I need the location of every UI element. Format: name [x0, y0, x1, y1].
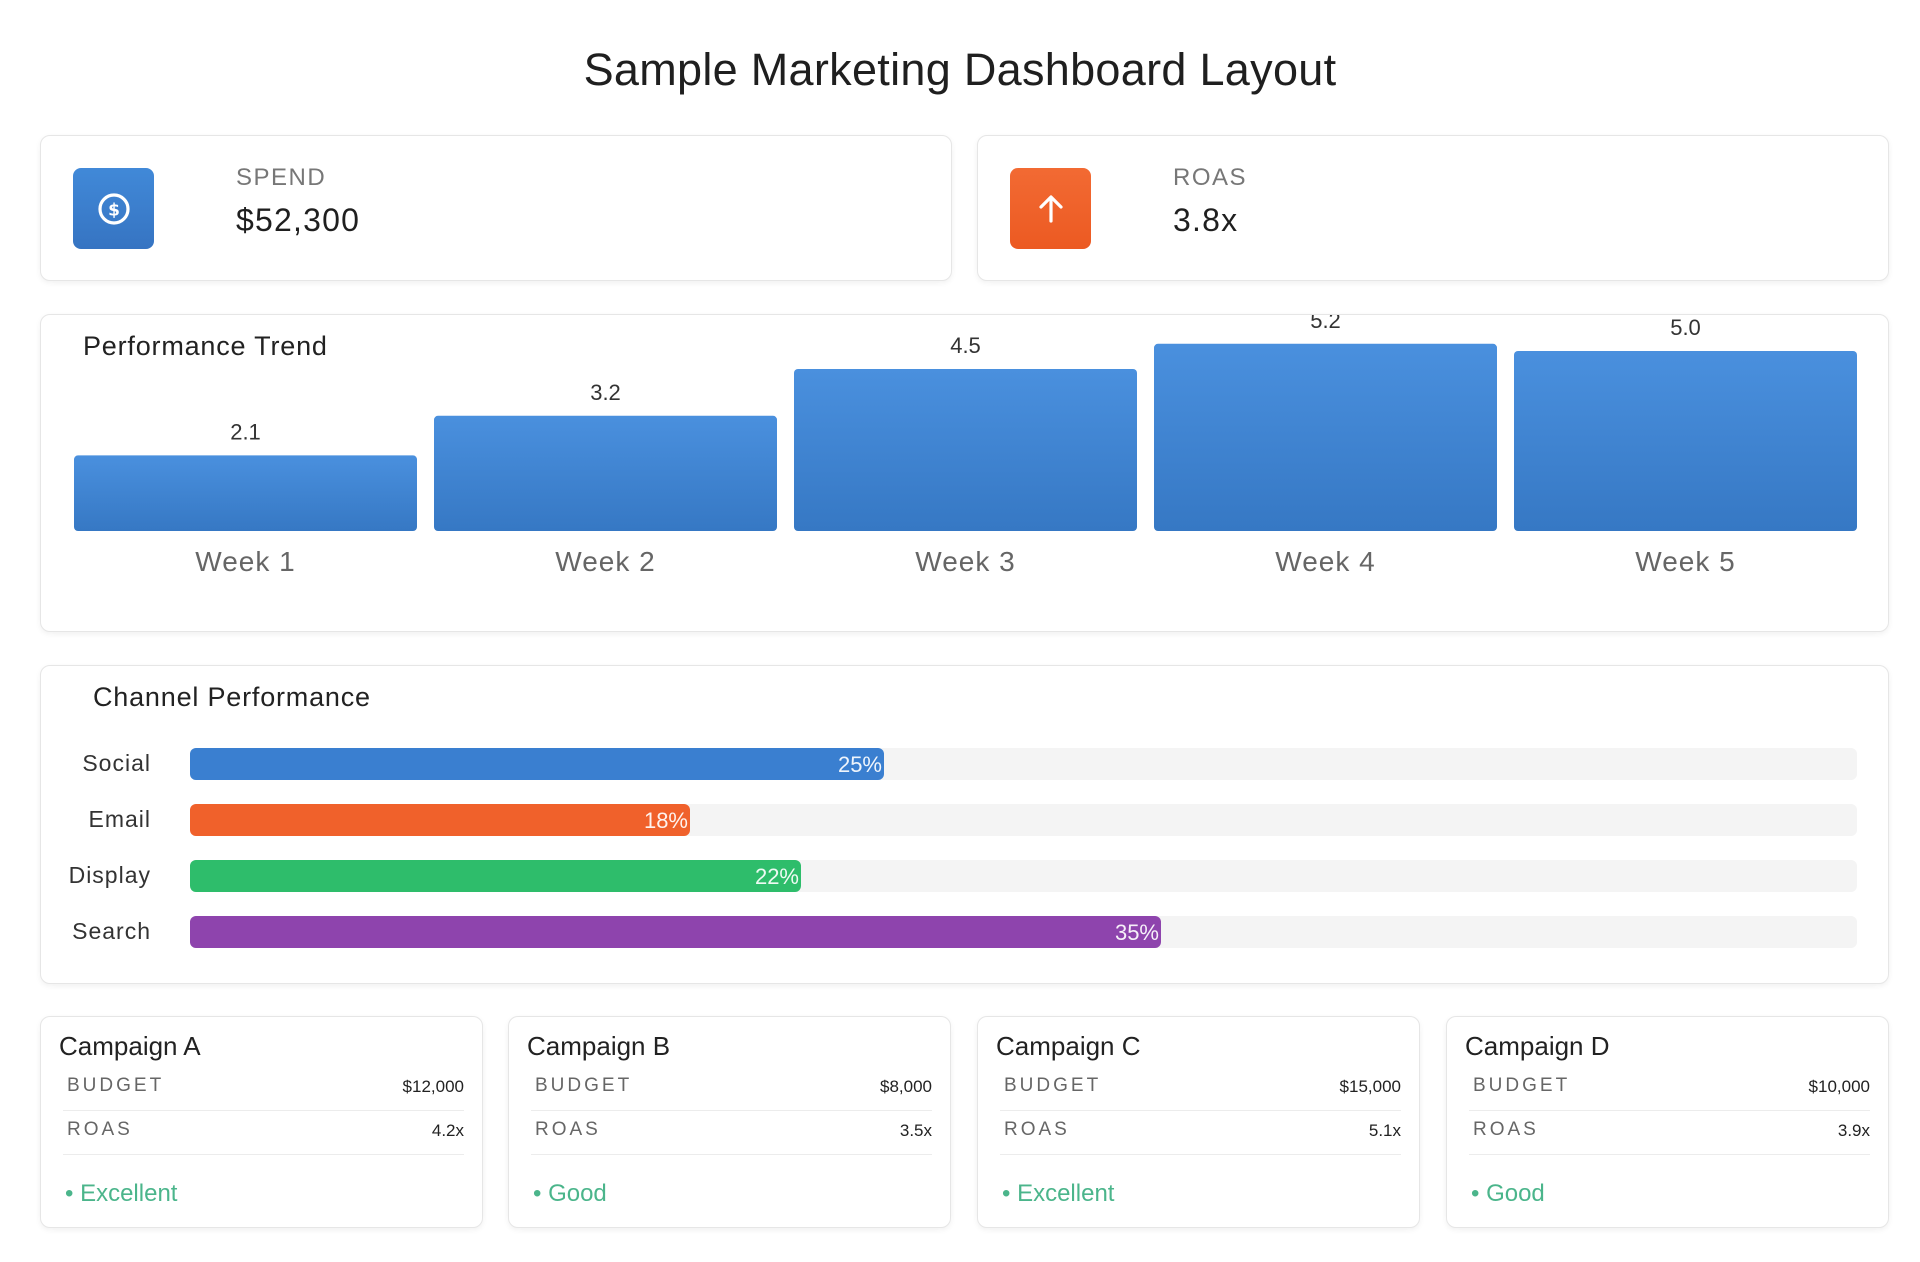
channel-track: 18%: [190, 804, 1857, 836]
budget-label: BUDGET: [535, 1075, 633, 1096]
campaign-title: Campaign A: [59, 1031, 201, 1061]
budget-label: BUDGET: [67, 1075, 165, 1096]
kpi-label: ROAS: [1173, 164, 1248, 191]
campaign-title: Campaign D: [1465, 1031, 1610, 1061]
section-title: Channel Performance: [93, 682, 371, 712]
roas-label: ROAS: [1004, 1119, 1070, 1140]
channel-percent: 35%: [1114, 920, 1159, 945]
kpi-card-spend: $ SPEND $52,300: [40, 135, 952, 281]
campaign-roas-row: ROAS 3.9x: [1469, 1111, 1870, 1155]
section-title: Performance Trend: [83, 331, 328, 361]
campaign-title: Campaign B: [527, 1031, 671, 1061]
bar-5: [1514, 351, 1857, 531]
channel-row-display: Display 22%: [41, 860, 1890, 894]
channel-bar: 25%: [190, 748, 884, 780]
category-label: Week 4: [1275, 546, 1375, 577]
campaign-budget-row: BUDGET $12,000: [63, 1067, 464, 1111]
category-label: Week 2: [555, 546, 655, 577]
bar-value-label: 3.2: [590, 380, 621, 405]
channel-label: Email: [88, 806, 151, 832]
channel-row-search: Search 35%: [41, 916, 1890, 950]
campaign-budget-row: BUDGET $10,000: [1469, 1067, 1870, 1111]
campaign-card-b[interactable]: Campaign B BUDGET $8,000 ROAS 3.5x • Goo…: [508, 1016, 951, 1228]
channel-label: Display: [68, 862, 151, 888]
channel-bar: 35%: [190, 916, 1161, 948]
status-badge: • Good: [1471, 1180, 1545, 1207]
budget-value: $8,000: [880, 1077, 932, 1096]
kpi-label: SPEND: [236, 164, 327, 191]
category-label: Week 5: [1635, 546, 1735, 577]
roas-value: 3.9x: [1837, 1121, 1870, 1140]
roas-label: ROAS: [67, 1119, 133, 1140]
bar-4: [1154, 343, 1497, 531]
performance-trend-card: Performance Trend 2.1 Week 1 3.2 Week 2 4.5 W…: [40, 314, 1889, 632]
campaign-title: Campaign C: [996, 1031, 1141, 1061]
status-badge: • Excellent: [65, 1180, 178, 1207]
channel-percent: 18%: [643, 808, 688, 833]
category-label: Week 3: [915, 546, 1015, 577]
budget-label: BUDGET: [1004, 1075, 1102, 1096]
channel-row-email: Email 18%: [41, 804, 1890, 838]
channel-bar: 22%: [190, 860, 801, 892]
channel-performance-card: Channel Performance Social 25% Email 18%…: [40, 665, 1889, 984]
bar-value-label: 2.1: [230, 419, 261, 444]
campaign-card-a[interactable]: Campaign A BUDGET $12,000 ROAS 4.2x • Ex…: [40, 1016, 483, 1228]
campaign-card-d[interactable]: Campaign D BUDGET $10,000 ROAS 3.9x • Go…: [1446, 1016, 1889, 1228]
page-title: Sample Marketing Dashboard Layout: [583, 44, 1337, 95]
campaign-budget-row: BUDGET $15,000: [1000, 1067, 1401, 1111]
status-badge: • Excellent: [1002, 1180, 1115, 1207]
performance-trend-chart: 2.1 Week 1 3.2 Week 2 4.5 Week 3 5.2 Week 4 5.0 W…: [74, 315, 1857, 577]
roas-value: 5.1x: [1368, 1121, 1401, 1140]
channel-bar: 18%: [190, 804, 690, 836]
budget-value: $15,000: [1339, 1077, 1401, 1096]
channel-track: 35%: [190, 916, 1857, 948]
bar-3: [794, 369, 1137, 531]
kpi-card-roas: ROAS 3.8x: [977, 135, 1889, 281]
roas-value: 4.2x: [431, 1121, 464, 1140]
campaign-card-c[interactable]: Campaign C BUDGET $15,000 ROAS 5.1x • Ex…: [977, 1016, 1420, 1228]
channel-label: Social: [82, 750, 151, 776]
channel-track: 22%: [190, 860, 1857, 892]
roas-value: 3.5x: [899, 1121, 932, 1140]
kpi-value: $52,300: [236, 202, 361, 238]
bar-1: [74, 455, 417, 531]
campaign-roas-row: ROAS 3.5x: [531, 1111, 932, 1155]
arrow-up-icon: [1010, 168, 1091, 249]
bar-value-label: 4.5: [950, 333, 981, 358]
campaign-roas-row: ROAS 5.1x: [1000, 1111, 1401, 1155]
bar-value-label: 5.2: [1310, 315, 1341, 333]
roas-label: ROAS: [535, 1119, 601, 1140]
bar-value-label: 5.0: [1670, 315, 1701, 340]
channel-percent: 25%: [837, 752, 882, 777]
category-label: Week 1: [195, 546, 295, 577]
dollar-circle-icon: $: [73, 168, 154, 249]
campaign-budget-row: BUDGET $8,000: [531, 1067, 932, 1111]
roas-label: ROAS: [1473, 1119, 1539, 1140]
svg-text:$: $: [108, 200, 120, 220]
channel-track: 25%: [190, 748, 1857, 780]
campaign-roas-row: ROAS 4.2x: [63, 1111, 464, 1155]
channel-label: Search: [72, 918, 151, 944]
status-badge: • Good: [533, 1180, 607, 1207]
kpi-value: 3.8x: [1173, 202, 1239, 238]
channel-row-social: Social 25%: [41, 748, 1890, 782]
budget-label: BUDGET: [1473, 1075, 1571, 1096]
channel-percent: 22%: [754, 864, 799, 889]
budget-value: $10,000: [1808, 1077, 1870, 1096]
budget-value: $12,000: [402, 1077, 464, 1096]
bar-2: [434, 415, 777, 531]
